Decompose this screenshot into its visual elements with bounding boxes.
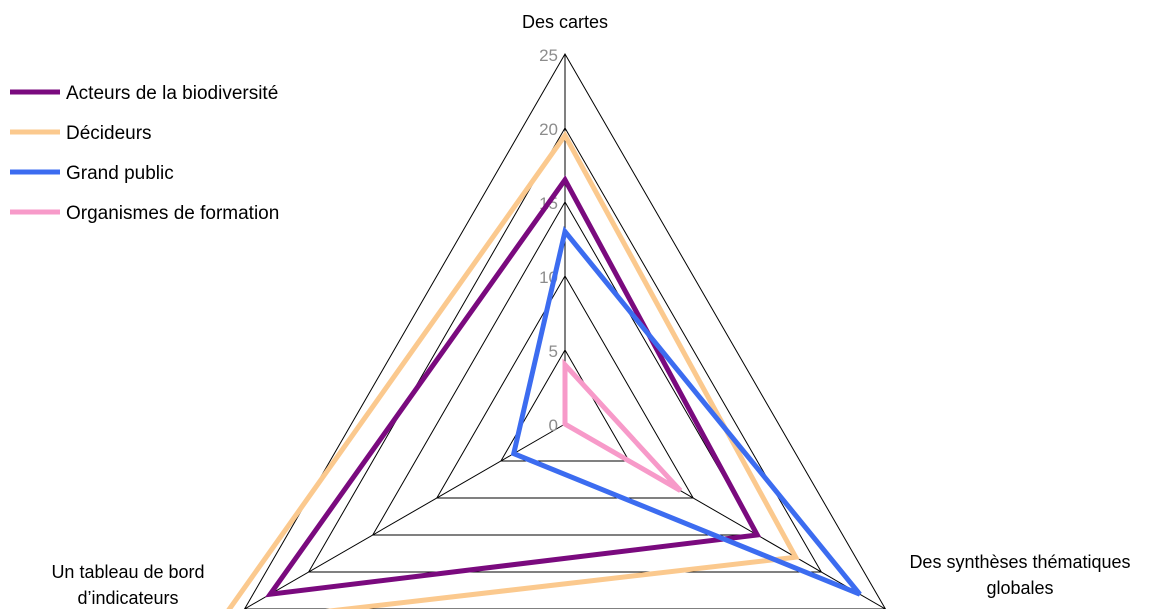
tick-label: 0 [549,416,558,435]
grid-ring-15 [371,200,759,536]
legend: Acteurs de la biodiversité Décideurs Grand… [10,83,279,224]
tick-label: 20 [539,120,558,139]
legend-label: Grand public [66,163,174,184]
tick-label: 5 [549,342,558,361]
legend-label: Décideurs [66,123,152,144]
grid-ring-5 [500,348,630,462]
tick-label: 25 [539,46,558,65]
grid-ring-20 [307,126,823,573]
grid-ring-10 [435,274,695,499]
category-label: Des synthèses thématiques globales [909,552,1130,598]
category-label: Un tableau de bord d’indicateurs [51,562,204,608]
category-labels: Des cartes Des synthèses thématiques globa… [51,12,1130,608]
grid-ring-25 [243,52,887,609]
legend-label: Organismes de formation [66,203,279,224]
category-label: Des cartes [522,12,608,32]
series-lines [226,130,862,609]
series-line [510,226,862,597]
series-line [264,175,762,598]
series-line [562,358,683,493]
legend-label: Acteurs de la biodiversité [66,83,278,104]
series-line [226,130,800,609]
